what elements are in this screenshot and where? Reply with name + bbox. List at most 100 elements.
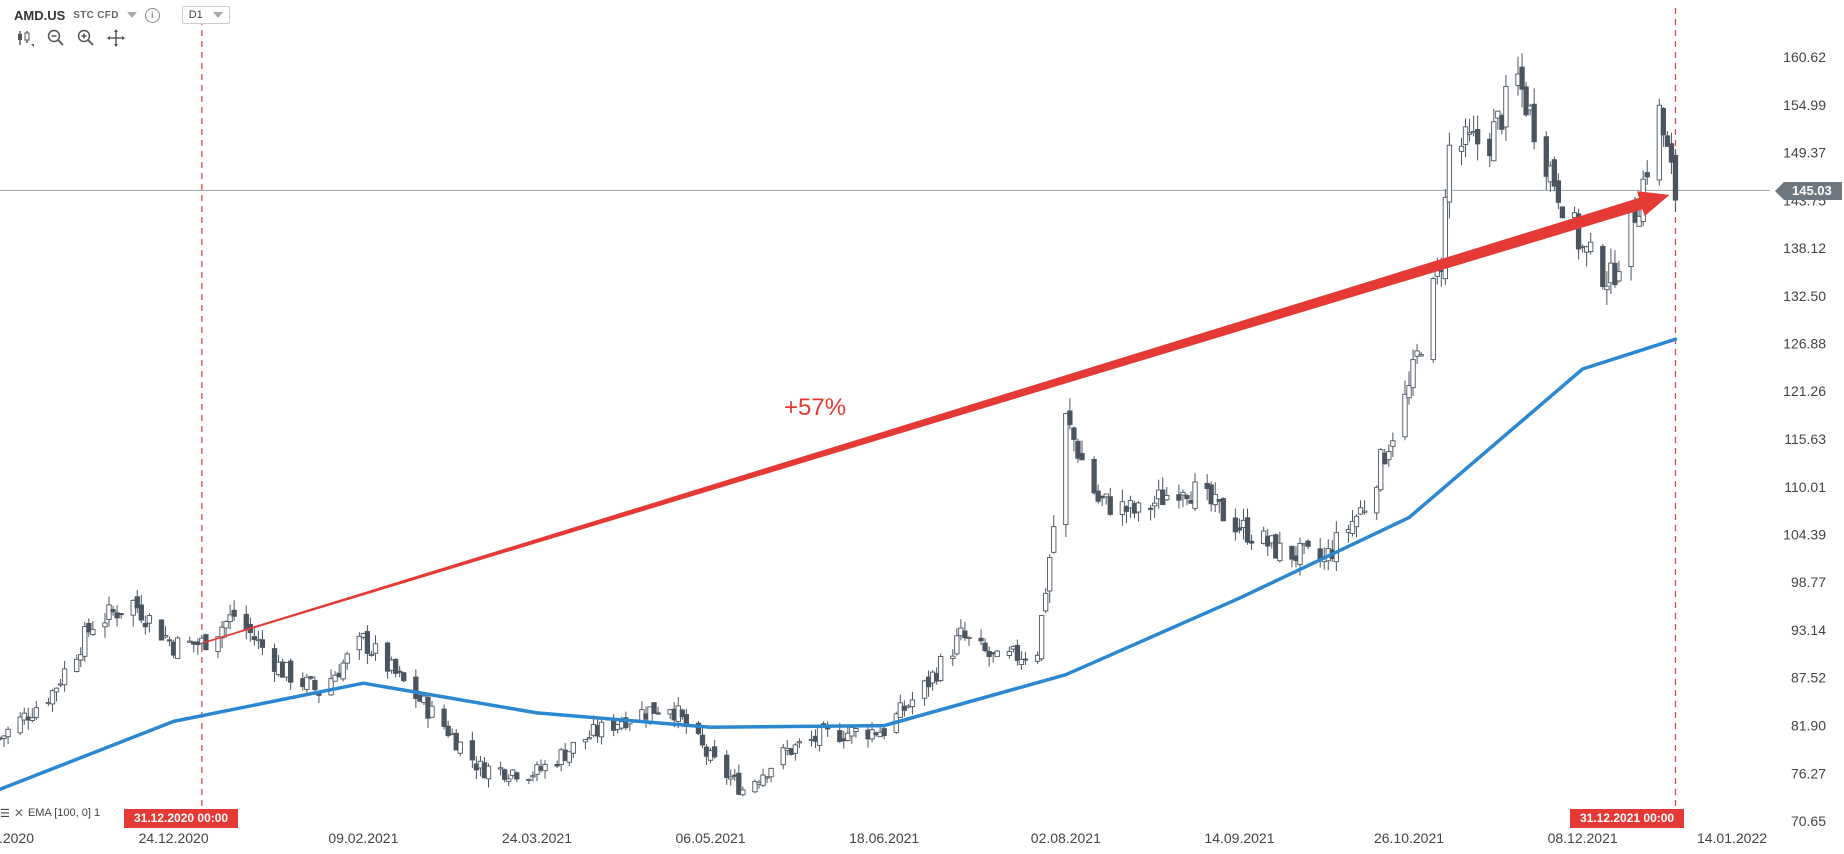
crosshair-move-icon[interactable] xyxy=(106,28,126,48)
y-tick-label: 115.63 xyxy=(1784,431,1826,447)
candle-up xyxy=(356,635,362,651)
candle-up xyxy=(1402,393,1408,438)
candle-down xyxy=(978,637,984,642)
candle-up xyxy=(78,654,84,661)
timeframe-value: D1 xyxy=(188,9,203,21)
candle-up xyxy=(1503,86,1509,128)
candle-up xyxy=(49,690,56,705)
y-tick-label: 98.77 xyxy=(1791,574,1826,590)
candle-up xyxy=(796,741,803,744)
symbol-dropdown-icon[interactable] xyxy=(126,12,137,18)
candle-up xyxy=(29,717,35,722)
candle-up xyxy=(1038,615,1045,660)
candle-up xyxy=(1361,510,1368,513)
trend-arrow xyxy=(201,191,1670,644)
candle-up xyxy=(1495,110,1501,119)
candle-down xyxy=(1075,440,1081,459)
candle-up xyxy=(506,778,512,782)
candle-up xyxy=(1462,126,1469,145)
candle-down xyxy=(134,596,140,609)
candle-down xyxy=(1664,135,1671,147)
y-tick-label: 138.12 xyxy=(1783,240,1826,256)
candle-up xyxy=(33,707,39,718)
info-icon[interactable]: i xyxy=(144,7,160,23)
candle-up xyxy=(1414,350,1420,357)
annotation-layer xyxy=(201,191,1670,644)
candle-up xyxy=(728,776,734,780)
candle-down xyxy=(655,712,661,715)
close-icon[interactable]: ✕ xyxy=(13,806,24,820)
ema-line xyxy=(0,337,1678,792)
candle-up xyxy=(332,674,338,682)
candle-down xyxy=(824,727,831,730)
candle-up xyxy=(1152,502,1158,507)
x-tick-label: 14.01.2022 xyxy=(1697,830,1767,846)
y-tick-label: 121.26 xyxy=(1783,383,1826,399)
start-date-marker-label: 31.12.2020 00:00 xyxy=(124,809,239,828)
candle-down xyxy=(413,676,419,700)
x-tick-label: 08.12.2021 xyxy=(1548,830,1618,846)
candle-down xyxy=(1147,507,1154,510)
candle-down xyxy=(1244,517,1251,543)
candle-down xyxy=(288,660,294,683)
candle-up xyxy=(1588,241,1594,253)
timeframe-select[interactable]: D1 xyxy=(181,6,230,24)
candle-up xyxy=(1378,449,1384,491)
x-tick-label: 11.11.2020 xyxy=(0,830,34,846)
candle-up xyxy=(429,705,435,718)
candle-up xyxy=(1410,359,1416,389)
candle-up xyxy=(1043,592,1049,612)
x-tick-label: 06.05.2021 xyxy=(676,830,746,846)
candlestick-type-icon[interactable] xyxy=(16,28,36,48)
candle-down xyxy=(1248,540,1255,544)
percent-change-label: +57% xyxy=(784,394,847,421)
zoom-in-icon[interactable] xyxy=(76,28,96,48)
zoom-out-icon[interactable] xyxy=(46,28,66,48)
candle-down xyxy=(1644,172,1650,178)
y-tick-label: 104.39 xyxy=(1783,526,1826,542)
candle-up xyxy=(90,628,96,635)
instrument-type-label: STC CFD xyxy=(73,9,119,21)
candle-up xyxy=(1135,502,1142,513)
candle-up xyxy=(1604,285,1610,291)
y-tick-label: 70.65 xyxy=(1791,813,1826,829)
menu-icon[interactable]: ☰ xyxy=(0,807,10,820)
chart-header: AMD.US STC CFD i D1 xyxy=(14,6,230,24)
candle-down xyxy=(1668,143,1675,163)
candle-down xyxy=(1236,527,1243,531)
candle-up xyxy=(845,732,851,741)
symbol-label[interactable]: AMD.US xyxy=(14,7,66,23)
y-tick-label: 87.52 xyxy=(1791,670,1826,686)
candle-up xyxy=(174,637,181,659)
candle-up xyxy=(1616,271,1622,282)
candle-up xyxy=(566,751,572,763)
candle-up xyxy=(853,728,859,733)
candle-up xyxy=(570,741,576,754)
candle-up xyxy=(530,775,536,778)
x-tick-label: 02.08.2021 xyxy=(1031,830,1101,846)
candle-up xyxy=(1277,542,1283,562)
candle-up xyxy=(1180,491,1186,496)
candle-down xyxy=(699,734,706,746)
candle-down xyxy=(312,679,318,691)
candles-layer xyxy=(0,53,1679,797)
candle-down xyxy=(86,622,92,633)
candle-up xyxy=(61,668,68,686)
candle-up xyxy=(1333,532,1339,563)
candle-up xyxy=(1353,515,1360,528)
candle-up xyxy=(1430,278,1436,361)
y-tick-label: 126.88 xyxy=(1783,336,1826,352)
candle-up xyxy=(328,678,334,696)
candle-up xyxy=(1051,526,1057,553)
candle-up xyxy=(497,767,504,770)
candle-down xyxy=(259,639,266,648)
candle-down xyxy=(114,612,120,619)
candle-down xyxy=(1575,213,1582,250)
y-tick-label: 81.90 xyxy=(1791,717,1826,733)
candle-down xyxy=(1660,107,1667,136)
candle-down xyxy=(1123,506,1130,512)
candle-down xyxy=(1067,410,1073,426)
x-tick-label: 09.02.2021 xyxy=(328,830,398,846)
